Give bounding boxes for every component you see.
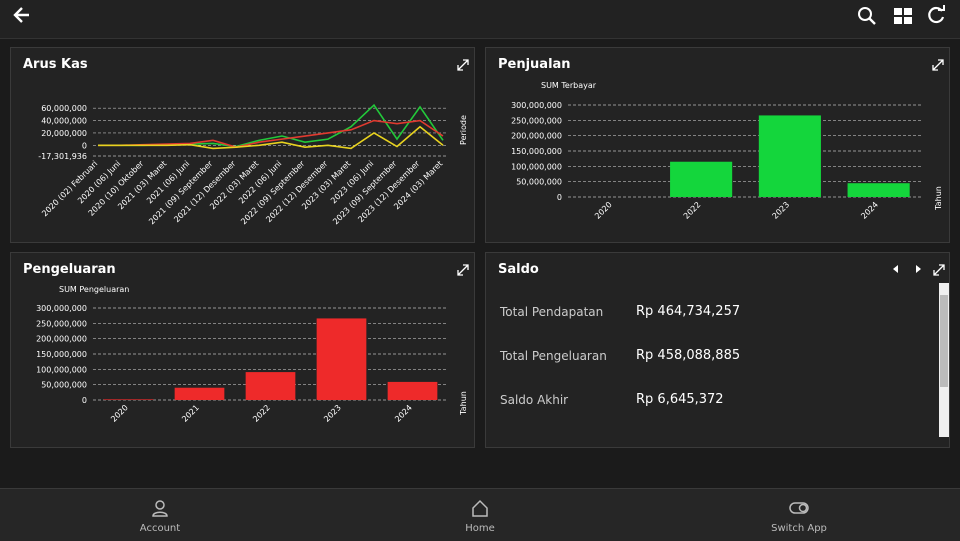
panel-title: Saldo (498, 262, 539, 277)
bar (174, 387, 225, 400)
saldo-value: Rp 6,645,372 (636, 392, 724, 407)
x-axis-title: Tahun (459, 391, 468, 416)
y-tick-label: 50,000,000 (516, 178, 562, 187)
y-tick-label: 100,000,000 (511, 162, 562, 171)
y-tick-label: -17,301,936 (38, 152, 87, 161)
penjualan-panel: Penjualan 0 50,000,000 100,000,000 150,000,0… (485, 47, 950, 243)
top-bar (0, 0, 960, 39)
y-tick-label: 250,000,000 (36, 319, 87, 328)
saldo-panel: Saldo Total Pendapatan Rp 464,734,257 Tota… (485, 252, 950, 448)
bar (103, 399, 154, 400)
y-tick-label: 150,000,000 (36, 350, 87, 359)
chart: 60,000,000 40,000,000 20,000,000 0 -17,301,9… (38, 59, 469, 226)
refresh-button[interactable] (926, 5, 946, 25)
saldo-label: Saldo Akhir (500, 393, 569, 407)
y-tick-label: 20,000,000 (41, 129, 87, 138)
bar (670, 161, 733, 197)
x-tick-label: 2024 (393, 403, 414, 424)
pengeluaran-panel: Pengeluaran 0 50,000,000 100,000,000 150,000… (10, 252, 475, 448)
y-axis-title: SUM Terbayar (541, 81, 597, 90)
arus-kas-panel: Arus Kas 60,000,000 40,000,000 20,000,000 0 -… (10, 47, 475, 243)
line-series (98, 125, 444, 150)
scrollbar[interactable] (939, 283, 949, 437)
bar (847, 183, 910, 197)
nav-home[interactable]: Home (420, 499, 540, 534)
y-tick-label: 200,000,000 (511, 132, 562, 141)
y-tick-label: 0 (557, 193, 562, 202)
saldo-label: Total Pendapatan (500, 305, 604, 319)
y-axis-title: SUM Pengeluaran (59, 285, 129, 294)
expand-button[interactable] (932, 59, 944, 71)
y-tick-label: 250,000,000 (511, 116, 562, 125)
panel-controls (893, 264, 945, 276)
x-tick-label: 2024 (859, 200, 880, 221)
y-tick-label: 300,000,000 (511, 101, 562, 110)
bottom-nav: Account Home Switch App (0, 488, 960, 541)
line-series (98, 119, 444, 148)
x-axis-title: Tahun (934, 186, 943, 211)
nav-switch-app[interactable]: Switch App (739, 499, 859, 534)
panel-title: Arus Kas (23, 57, 88, 72)
saldo-label: Total Pengeluaran (500, 349, 607, 363)
x-tick-label: 2023 (322, 403, 343, 424)
x-tick-label: 2023 (771, 200, 792, 221)
back-button[interactable] (12, 5, 32, 25)
next-button[interactable] (916, 265, 921, 273)
y-tick-label: 0 (82, 141, 87, 150)
y-tick-label: 40,000,000 (41, 117, 87, 126)
x-tick-label: 2021 (180, 403, 201, 424)
bar (387, 381, 438, 400)
search-button[interactable] (857, 6, 877, 26)
chart: 0 50,000,000 100,000,000 150,000,000 200,000… (511, 59, 944, 221)
layout-button[interactable] (893, 6, 913, 26)
nav-label: Home (465, 523, 495, 534)
expand-button[interactable] (457, 264, 469, 276)
y-tick-label: 200,000,000 (36, 335, 87, 344)
x-tick-label: 2020 (593, 200, 614, 221)
saldo-value: Rp 464,734,257 (636, 304, 741, 319)
expand-button[interactable] (933, 264, 945, 276)
nav-account[interactable]: Account (100, 499, 220, 534)
bar (245, 372, 296, 400)
x-axis-title: Periode (459, 115, 468, 145)
y-tick-label: 0 (82, 396, 87, 405)
saldo-value: Rp 458,088,885 (636, 348, 741, 363)
y-tick-label: 50,000,000 (41, 381, 87, 390)
y-tick-label: 300,000,000 (36, 304, 87, 313)
y-tick-label: 150,000,000 (511, 147, 562, 156)
y-tick-label: 100,000,000 (36, 365, 87, 374)
x-tick-label: 2022 (251, 403, 272, 424)
nav-label: Account (139, 523, 181, 534)
x-tick-label: 2022 (682, 200, 703, 221)
bar (316, 318, 367, 400)
nav-label: Switch App (771, 523, 827, 534)
chart: 0 50,000,000 100,000,000 150,000,000 200,000… (36, 264, 469, 424)
x-tick-label: 2020 (109, 403, 130, 424)
panel-title: Penjualan (498, 57, 571, 72)
expand-button[interactable] (457, 59, 469, 71)
prev-button[interactable] (893, 265, 898, 273)
bar (758, 115, 821, 197)
y-tick-label: 60,000,000 (41, 104, 87, 113)
panel-title: Pengeluaran (23, 262, 116, 277)
